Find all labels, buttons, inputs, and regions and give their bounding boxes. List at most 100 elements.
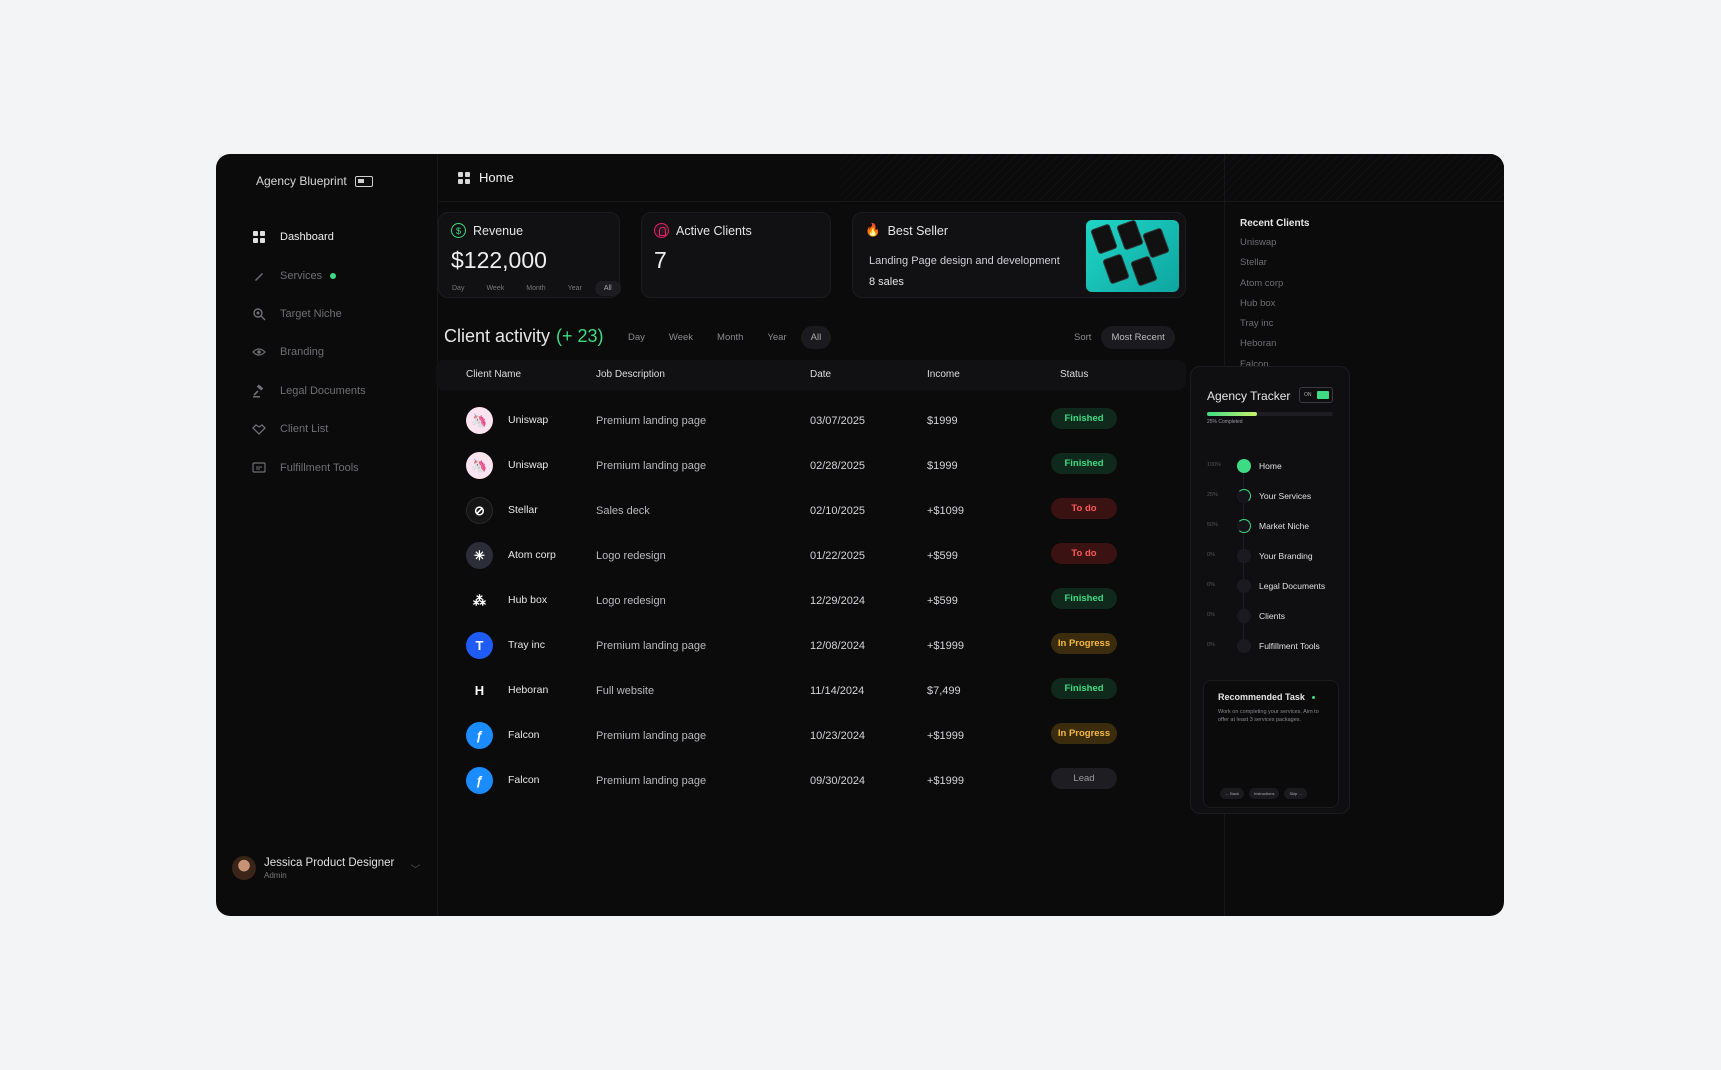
dollar-icon: $ [451,223,466,238]
table-row[interactable]: ✳ Atom corp Logo redesign 01/22/2025 +$5… [436,533,1186,578]
best-seller-sales: 8 sales [869,276,904,288]
user-profile[interactable]: Jessica Product Designer Admin ﹀ [232,856,420,880]
recent-clients-title: Recent Clients [1240,218,1310,229]
stellar-logo-icon: ⊘ [466,497,493,524]
column-header[interactable]: Job Description [596,369,665,380]
job-description: Premium landing page [596,460,707,472]
tracker-step-fulfillment-tools[interactable]: 0% Fulfillment Tools [1207,637,1347,657]
recent-client-item[interactable]: Falcon [1240,358,1269,370]
instructions-button[interactable]: Instructions [1249,788,1280,799]
client-name: Atom corp [508,549,556,561]
client-name: Falcon [508,729,540,741]
back-button[interactable]: ← Back [1220,788,1245,799]
status-badge: In Progress [1051,723,1117,744]
recommended-task-title: Recommended Task [1218,692,1315,702]
table-row[interactable]: H Heboran Full website 11/14/2024 $7,499… [436,668,1186,713]
tracker-step-services[interactable]: 25% Your Services [1207,487,1347,507]
uniswap-logo-icon: 🦄 [466,452,493,479]
client-name: Hub box [508,594,548,606]
sidebar-item-dashboard[interactable]: Dashboard [252,218,432,256]
revenue-value: $122,000 [451,247,547,273]
sidebar-item-fulfillment-tools[interactable]: Fulfillment Tools [252,448,432,486]
status-badge: Finished [1051,408,1117,429]
pen-icon [255,272,263,281]
filter-tab-month[interactable]: Month [717,332,744,343]
filter-tab-day[interactable]: Day [628,332,645,343]
filter-tab-all[interactable]: All [800,326,832,349]
filter-tab-year[interactable]: Year [767,332,787,343]
sidebar-item-branding[interactable]: Branding [252,333,432,371]
revenue-range-tabs: Day Week Month Year All [443,281,621,296]
activity-filter-tabs: Day Week Month Year All [618,326,832,349]
status-badge: Lead [1051,768,1117,789]
table-row[interactable]: ⁂ Hub box Logo redesign 12/29/2024 +$599… [436,578,1186,623]
recent-client-item[interactable]: Tray inc [1240,318,1274,330]
product-thumbnail [1086,220,1179,292]
best-seller-product: Landing Page design and development [869,255,1060,267]
sort-dropdown[interactable]: Most Recent [1101,326,1175,349]
sort-label: Sort [1074,332,1092,343]
tracker-step-market-niche[interactable]: 50% Market Niche [1207,517,1347,537]
column-header[interactable]: Income [927,369,960,380]
table-row[interactable]: 🦄 Uniswap Premium landing page 02/28/202… [436,443,1186,488]
range-tab-day[interactable]: Day [452,285,465,292]
table-row[interactable]: ƒ Falcon Premium landing page 10/23/2024… [436,713,1186,758]
step-pending-icon [1237,549,1251,563]
uniswap-logo-icon: 🦄 [466,407,493,434]
sidebar-item-client-list[interactable]: Client List [252,410,432,448]
step-pending-icon [1237,639,1251,653]
step-percent: 100% [1207,462,1222,468]
range-tab-month[interactable]: Month [526,285,546,292]
table-row[interactable]: ƒ Falcon Premium landing page 09/30/2024… [436,758,1186,803]
range-tab-year[interactable]: Year [567,285,582,292]
id-card-icon [354,175,373,187]
column-header[interactable]: Date [810,369,832,380]
user-role: Admin [264,870,287,880]
filter-tab-week[interactable]: Week [668,332,694,343]
job-description: Sales deck [596,505,650,517]
step-progress-icon [1237,519,1251,533]
table-row[interactable]: ⊘ Stellar Sales deck 02/10/2025 +$1099 T… [436,488,1186,533]
sidebar-item-label: Services [280,269,323,282]
active-dot [330,272,337,279]
status-badge: Finished [1051,588,1117,609]
range-tab-all[interactable]: All [594,281,621,296]
recent-client-item[interactable]: Stellar [1240,257,1267,269]
grid-icon [458,171,470,184]
table-row[interactable]: T Tray inc Premium landing page 12/08/20… [436,623,1186,668]
breadcrumb: Home [458,170,514,185]
activity-count: (+ 23) [556,326,604,346]
column-header[interactable]: Status [1060,369,1089,380]
tracker-step-branding[interactable]: 0% Your Branding [1207,547,1347,567]
recent-client-item[interactable]: Atom corp [1240,277,1284,289]
client-name: Uniswap [508,414,549,426]
sidebar-item-target-niche[interactable]: Target Niche [252,295,432,333]
falcon-logo-icon: ƒ [466,767,493,794]
skip-button[interactable]: Skip → [1284,788,1308,799]
tracker-step-home[interactable]: 100% Home [1207,457,1347,477]
range-tab-week[interactable]: Week [486,285,505,292]
row-income: $7,499 [927,685,961,697]
client-name: Stellar [508,504,538,516]
job-description: Premium landing page [596,415,707,427]
chevron-down-icon[interactable]: ﹀ [410,864,421,876]
tracker-step-clients[interactable]: 0% Clients [1207,607,1347,627]
recent-client-item[interactable]: Heboran [1240,338,1277,350]
tracker-step-legal-documents[interactable]: 0% Legal Documents [1207,577,1347,597]
column-header[interactable]: Client Name [466,369,522,380]
sidebar-item-legal-documents[interactable]: Legal Documents [252,372,432,410]
active-clients-card: Active Clients 7 [641,212,831,298]
status-dot-icon [1311,695,1315,699]
tracker-toggle[interactable]: ON [1299,387,1333,403]
step-pending-icon [1237,579,1251,593]
row-date: 12/29/2024 [810,595,866,607]
brand-name: Agency Blueprint [256,174,347,188]
recent-clients: Recent Clients Uniswap Stellar Atom corp… [1240,218,1309,379]
table-row[interactable]: 🦄 Uniswap Premium landing page 03/07/202… [436,398,1186,443]
recent-client-item[interactable]: Hub box [1240,297,1276,309]
sidebar-item-services[interactable]: Services [252,256,432,294]
row-income: +$1999 [927,775,965,787]
row-date: 01/22/2025 [810,550,866,562]
step-percent: 50% [1207,522,1219,528]
recent-client-item[interactable]: Uniswap [1240,237,1277,248]
